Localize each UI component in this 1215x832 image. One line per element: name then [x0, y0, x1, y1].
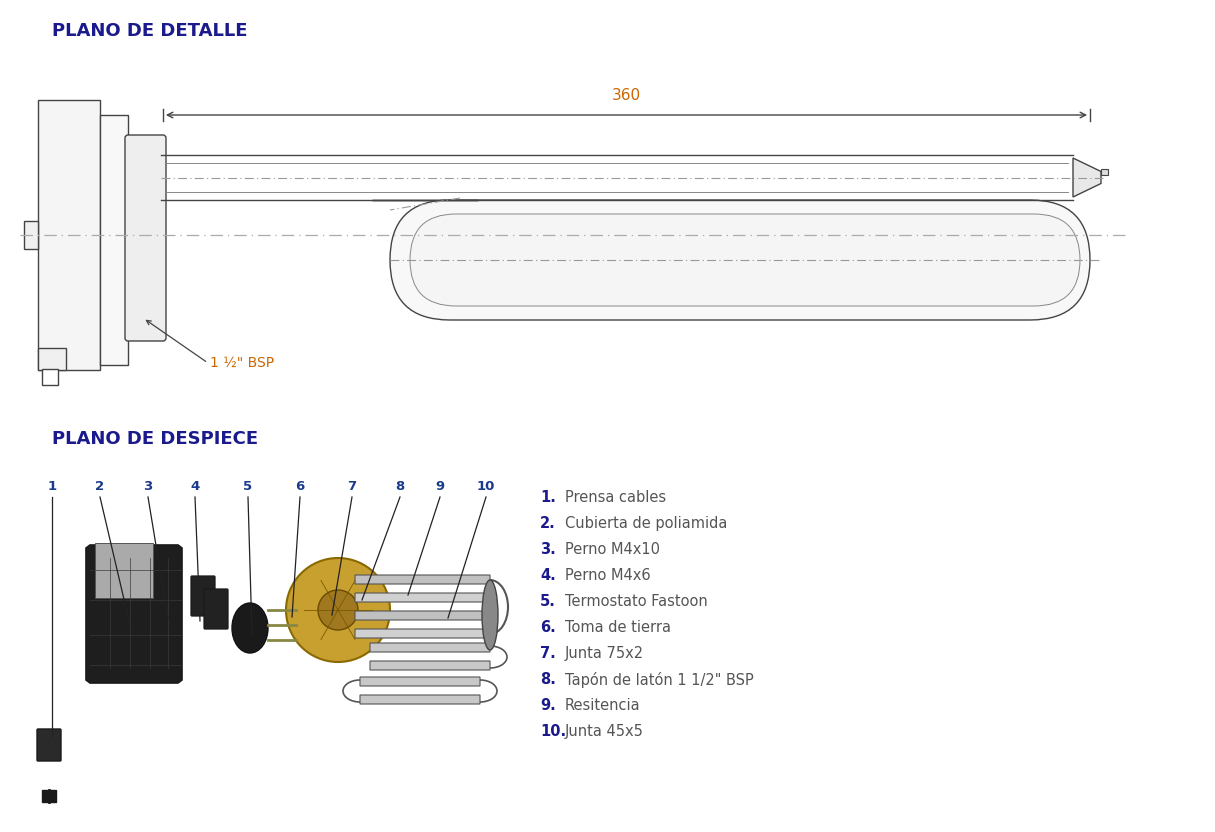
Text: 5: 5 [243, 480, 253, 493]
FancyBboxPatch shape [390, 200, 1090, 320]
Bar [100, 115, 128, 365]
FancyBboxPatch shape [371, 643, 490, 652]
Text: 4: 4 [191, 480, 199, 493]
Text: 2.: 2. [539, 516, 555, 531]
Text: Toma de tierra: Toma de tierra [565, 620, 671, 635]
Polygon shape [1073, 158, 1101, 197]
FancyBboxPatch shape [355, 611, 490, 620]
FancyBboxPatch shape [204, 589, 228, 629]
Text: Termostato Fastoon: Termostato Fastoon [565, 594, 708, 609]
Text: 7.: 7. [539, 646, 555, 661]
Bar [1101, 169, 1108, 175]
Text: 3.: 3. [539, 542, 555, 557]
Text: 9: 9 [435, 480, 445, 493]
Ellipse shape [232, 603, 269, 653]
Text: PLANO DE DESPIECE: PLANO DE DESPIECE [52, 430, 258, 448]
Text: Resitencia: Resitencia [565, 698, 640, 713]
Ellipse shape [482, 580, 498, 650]
FancyBboxPatch shape [355, 629, 490, 638]
Text: Tapón de latón 1 1/2" BSP: Tapón de latón 1 1/2" BSP [565, 672, 753, 688]
Text: 6: 6 [295, 480, 305, 493]
Text: 8: 8 [395, 480, 405, 493]
Text: 10: 10 [476, 480, 496, 493]
Text: 1.: 1. [539, 490, 556, 505]
FancyBboxPatch shape [355, 593, 490, 602]
Bar [24, 221, 38, 249]
Text: Perno M4x6: Perno M4x6 [565, 568, 650, 583]
Text: Perno M4x10: Perno M4x10 [565, 542, 660, 557]
Text: 8.: 8. [539, 672, 556, 687]
FancyBboxPatch shape [191, 576, 215, 616]
Text: Cubierta de poliamida: Cubierta de poliamida [565, 516, 728, 531]
Circle shape [318, 590, 358, 630]
FancyBboxPatch shape [355, 575, 490, 584]
FancyBboxPatch shape [360, 695, 480, 704]
Text: Prensa cables: Prensa cables [565, 490, 666, 505]
FancyBboxPatch shape [360, 677, 480, 686]
Text: 1: 1 [47, 480, 57, 493]
FancyBboxPatch shape [125, 135, 166, 341]
FancyBboxPatch shape [371, 661, 490, 670]
Text: Junta 75x2: Junta 75x2 [565, 646, 644, 661]
Text: 7: 7 [347, 480, 356, 493]
Circle shape [286, 558, 390, 662]
Bar [43, 369, 58, 385]
Text: 3: 3 [143, 480, 153, 493]
Ellipse shape [292, 608, 299, 622]
Text: Junta 45x5: Junta 45x5 [565, 724, 644, 739]
Text: 5.: 5. [539, 594, 556, 609]
Bar [43, 790, 56, 802]
Text: 9.: 9. [539, 698, 555, 713]
Text: 6.: 6. [539, 620, 555, 635]
FancyBboxPatch shape [36, 729, 61, 761]
Text: 10.: 10. [539, 724, 566, 739]
Polygon shape [86, 545, 182, 683]
Text: 2: 2 [96, 480, 104, 493]
Text: 360: 360 [612, 88, 642, 103]
FancyBboxPatch shape [409, 214, 1080, 306]
Bar [38, 348, 66, 370]
Bar [38, 100, 100, 370]
Text: PLANO DE DETALLE: PLANO DE DETALLE [52, 22, 248, 40]
Text: 4.: 4. [539, 568, 555, 583]
Text: 1 ½" BSP: 1 ½" BSP [210, 356, 275, 370]
Bar [95, 543, 153, 598]
